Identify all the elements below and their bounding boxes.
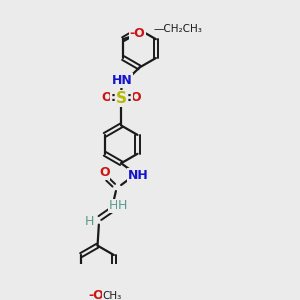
Text: H: H (118, 198, 128, 212)
Text: —CH₂CH₃: —CH₂CH₃ (153, 24, 202, 34)
Text: :: : (127, 91, 132, 104)
Text: O: O (130, 91, 141, 103)
Text: HN: HN (112, 74, 133, 87)
Text: -O: -O (130, 27, 146, 40)
Text: H: H (109, 200, 118, 212)
Text: O: O (101, 91, 112, 103)
Text: O: O (99, 167, 110, 179)
Text: S: S (116, 91, 127, 106)
Text: CH₃: CH₃ (102, 291, 122, 300)
Text: H: H (85, 215, 94, 228)
Text: :: : (110, 91, 115, 104)
Text: H: H (118, 200, 128, 212)
Text: NH: NH (128, 169, 148, 182)
Text: -O: -O (88, 290, 104, 300)
